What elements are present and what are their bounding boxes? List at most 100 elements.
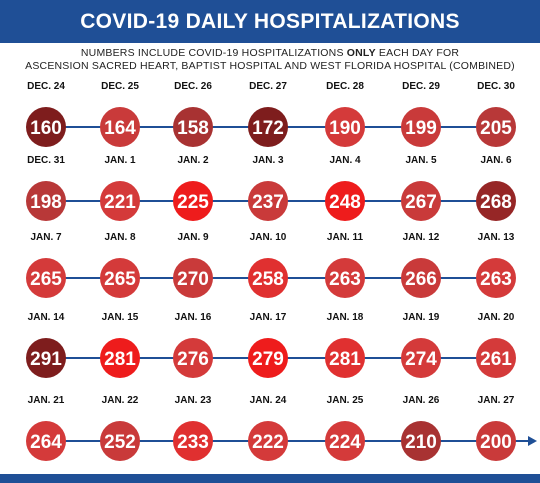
date-label: DEC. 30 [477,81,515,92]
date-label: DEC. 28 [326,81,364,92]
value-circle [248,258,288,298]
date-label: JAN. 1 [104,155,136,166]
day-marker: DEC. 24 160 [26,81,66,147]
value-label: 221 [104,192,136,213]
value-circle [476,338,516,378]
value-label: 205 [480,118,512,139]
day-marker: JAN. 9 270 [173,232,213,298]
date-label: JAN. 6 [480,155,512,166]
value-label: 233 [177,432,209,453]
day-marker: JAN. 23 233 [173,395,213,461]
value-circle [26,338,66,378]
day-marker: DEC. 28 190 [325,81,365,147]
value-circle [248,107,288,147]
subtitle-text: EACH DAY FOR [375,47,460,59]
value-label: 263 [480,269,512,290]
date-label: JAN. 25 [327,395,364,406]
value-label: 237 [252,192,284,213]
day-marker: JAN. 16 276 [173,312,213,378]
value-circle [325,421,365,461]
subtitle-emphasis: ONLY [346,47,376,59]
date-label: JAN. 26 [403,395,440,406]
value-circle [100,181,140,221]
value-circle [248,181,288,221]
value-label: 276 [177,349,209,370]
date-label: JAN. 9 [177,232,209,243]
arrow-head-icon [528,436,537,446]
day-marker: JAN. 8 265 [100,232,140,298]
value-circle [401,107,441,147]
day-marker: JAN. 11 263 [325,232,365,298]
value-label: 267 [405,192,437,213]
day-marker: JAN. 25 224 [325,395,365,461]
day-marker: DEC. 26 158 [173,81,213,147]
value-circle [401,421,441,461]
value-circle [173,338,213,378]
day-marker: JAN. 13 263 [476,232,516,298]
value-label: 261 [480,349,512,370]
date-label: JAN. 13 [478,232,515,243]
day-marker: JAN. 14 291 [26,312,66,378]
value-label: 172 [252,118,284,139]
subtitle-line-2: ASCENSION SACRED HEART, BAPTIST HOSPITAL… [25,60,515,72]
date-label: JAN. 22 [102,395,139,406]
value-circle [476,181,516,221]
date-label: JAN. 7 [30,232,62,243]
date-label: JAN. 21 [28,395,65,406]
value-circle [26,107,66,147]
date-label: JAN. 14 [28,312,65,323]
day-marker: JAN. 5 267 [401,155,441,221]
value-label: 279 [252,349,284,370]
date-label: DEC. 27 [249,81,287,92]
date-label: JAN. 2 [177,155,209,166]
value-label: 190 [329,118,361,139]
subtitle-text: NUMBERS INCLUDE COVID-19 HOSPITALIZATION… [80,47,347,59]
value-label: 160 [30,118,62,139]
date-label: JAN. 24 [250,395,287,406]
day-marker: JAN. 27 200 [476,395,516,461]
date-label: JAN. 23 [175,395,212,406]
value-circle [100,258,140,298]
day-marker: JAN. 2 225 [173,155,213,221]
value-label: 268 [480,192,512,213]
date-label: DEC. 25 [101,81,139,92]
day-marker: DEC. 29 199 [401,81,441,147]
value-label: 199 [405,118,437,139]
day-marker: JAN. 19 274 [401,312,441,378]
footer-bar [0,474,540,483]
value-label: 263 [329,269,361,290]
date-label: JAN. 15 [102,312,139,323]
day-marker: JAN. 3 237 [248,155,288,221]
date-label: JAN. 18 [327,312,364,323]
value-label: 265 [30,269,62,290]
date-label: DEC. 29 [402,81,440,92]
value-circle [476,421,516,461]
subtitle-line-1: NUMBERS INCLUDE COVID-19 HOSPITALIZATION… [0,47,540,59]
value-label: 270 [177,269,209,290]
value-label: 264 [30,432,62,453]
value-label: 258 [252,269,284,290]
value-label: 158 [177,118,209,139]
date-label: JAN. 19 [403,312,440,323]
value-circle [325,338,365,378]
day-marker: JAN. 26 210 [401,395,441,461]
value-label: 200 [480,432,512,453]
value-label: 291 [30,349,62,370]
value-label: 248 [329,192,361,213]
day-marker: JAN. 6 268 [476,155,516,221]
day-marker: JAN. 18 281 [325,312,365,378]
value-circle [476,258,516,298]
date-label: DEC. 24 [27,81,65,92]
day-marker: JAN. 1 221 [100,155,140,221]
value-circle [26,421,66,461]
day-marker: JAN. 21 264 [26,395,66,461]
value-circle [248,421,288,461]
day-marker: DEC. 30 205 [476,81,516,147]
day-marker: JAN. 24 222 [248,395,288,461]
day-marker: JAN. 4 248 [325,155,365,221]
day-marker: JAN. 20 261 [476,312,516,378]
value-circle [248,338,288,378]
title-banner: COVID-19 DAILY HOSPITALIZATIONS [0,0,540,43]
